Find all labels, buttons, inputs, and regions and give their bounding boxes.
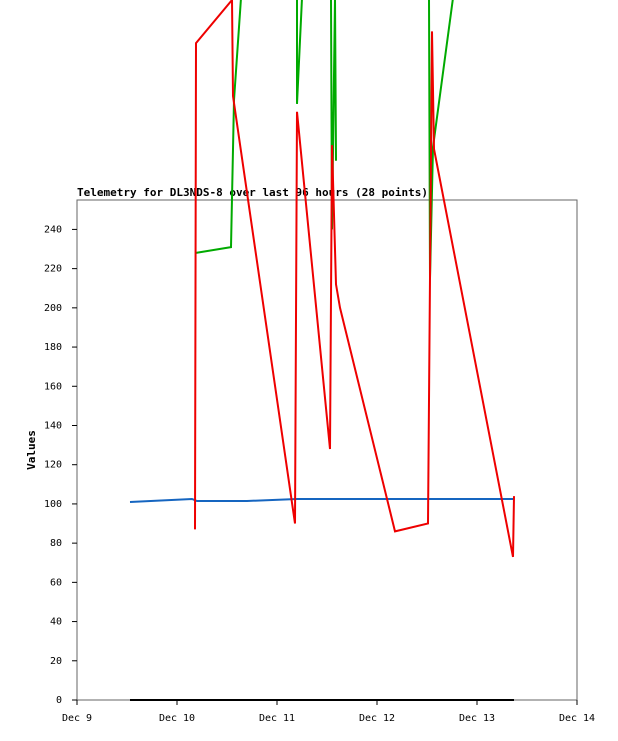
x-tick-label: Dec 13 bbox=[459, 713, 495, 724]
y-tick-label: 240 bbox=[44, 224, 62, 235]
y-tick-label: 80 bbox=[50, 538, 62, 549]
y-tick-label: 180 bbox=[44, 342, 62, 353]
y-tick-label: 20 bbox=[50, 656, 62, 667]
y-tick-label: 0 bbox=[56, 695, 62, 706]
y-tick-label: 220 bbox=[44, 264, 62, 275]
series-line bbox=[195, 0, 454, 279]
y-tick-label: 40 bbox=[50, 617, 62, 628]
y-tick-label: 120 bbox=[44, 460, 62, 471]
plot-frame bbox=[76, 199, 578, 701]
x-tick-label: Dec 14 bbox=[559, 713, 595, 724]
x-tick-label: Dec 12 bbox=[359, 713, 395, 724]
y-tick-label: 160 bbox=[44, 381, 62, 392]
y-tick-label: 100 bbox=[44, 499, 62, 510]
x-tick-label: Dec 10 bbox=[159, 713, 195, 724]
y-tick-label: 140 bbox=[44, 420, 62, 431]
y-tick-label: 200 bbox=[44, 303, 62, 314]
x-tick-label: Dec 11 bbox=[259, 713, 295, 724]
chart-title: Telemetry for DL3NDS-8 over last 96 hour… bbox=[77, 186, 428, 199]
series-line bbox=[194, 0, 515, 558]
x-tick-label: Dec 9 bbox=[62, 713, 92, 724]
y-tick-label: 60 bbox=[50, 577, 62, 588]
y-axis-label: Values bbox=[25, 430, 38, 470]
series-line bbox=[129, 497, 513, 503]
